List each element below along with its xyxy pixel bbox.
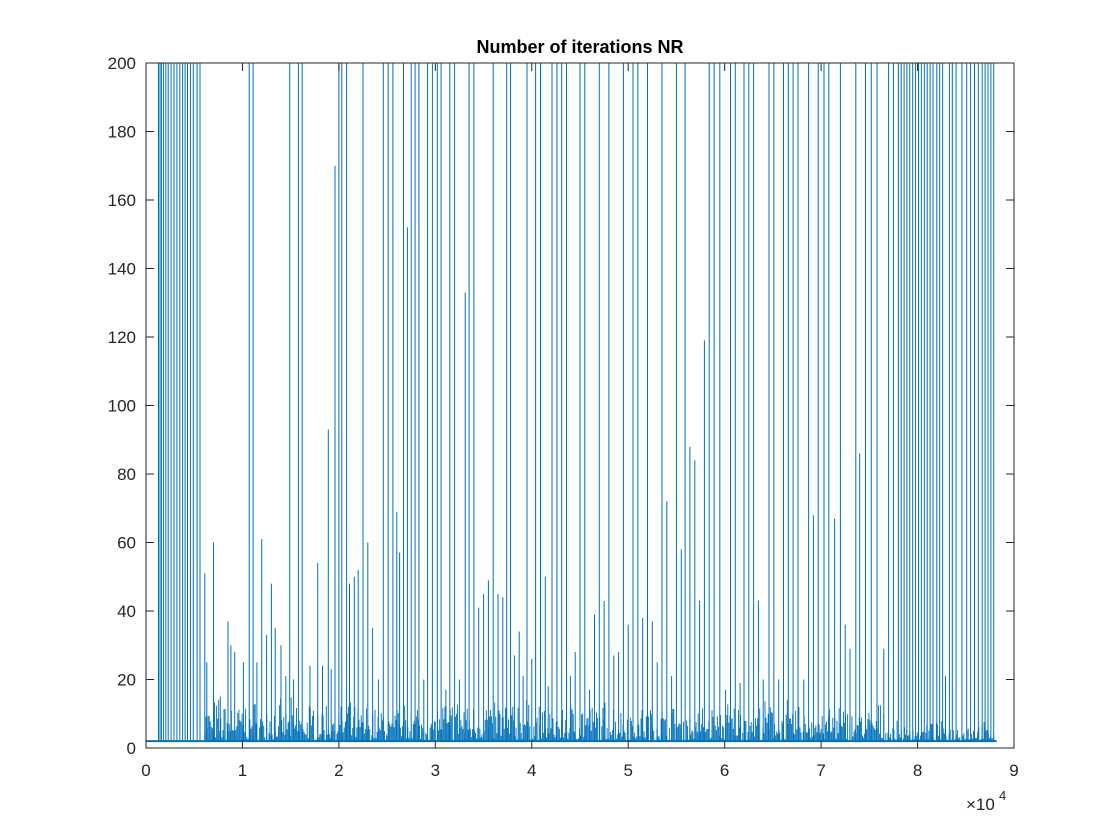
x-tick-label: 1	[238, 761, 247, 780]
x-tick-label: 8	[913, 761, 922, 780]
y-tick-label: 0	[127, 739, 136, 758]
y-tick-label: 20	[117, 671, 136, 690]
y-tick-label: 60	[117, 534, 136, 553]
chart-title: Number of iterations NR	[476, 37, 683, 57]
y-tick-label: 80	[117, 465, 136, 484]
x-tick-label: 3	[431, 761, 440, 780]
y-tick-label: 100	[108, 397, 136, 416]
x-tick-label: 7	[816, 761, 825, 780]
y-tick-label: 120	[108, 328, 136, 347]
x-axis-exponent: ×10 4	[966, 788, 1006, 814]
x-tick-label: 6	[720, 761, 729, 780]
x-exponent-base: ×10	[966, 795, 995, 814]
y-tick-label: 140	[108, 260, 136, 279]
x-tick-label: 4	[527, 761, 536, 780]
x-tick-label: 9	[1009, 761, 1018, 780]
y-tick-label: 200	[108, 54, 136, 73]
plot-area	[146, 63, 997, 743]
x-tick-label: 2	[334, 761, 343, 780]
y-tick-label: 160	[108, 191, 136, 210]
x-exponent-power: 4	[999, 788, 1006, 803]
y-tick-label: 180	[108, 123, 136, 142]
x-tick-label: 5	[623, 761, 632, 780]
axes: 0 1 2 3 4 5 6 7 8 9 0 20 40 60 80 100 120 140 160 180 200	[108, 54, 1019, 780]
x-tick-label: 0	[141, 761, 150, 780]
y-tick-label: 40	[117, 602, 136, 621]
